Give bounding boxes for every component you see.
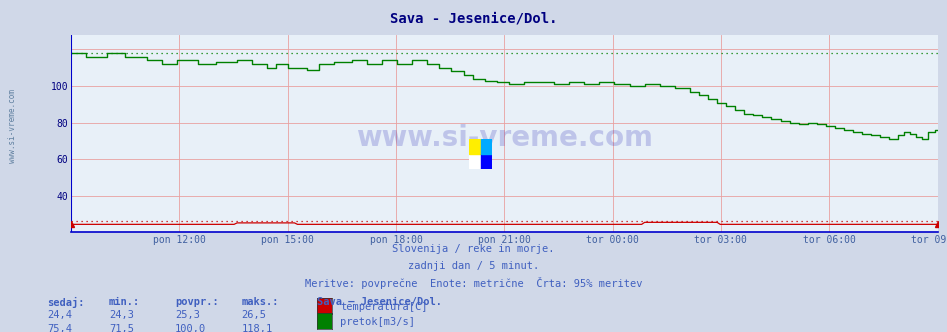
Text: 24,4: 24,4	[47, 310, 72, 320]
Text: sedaj:: sedaj:	[47, 297, 85, 308]
Text: 75,4: 75,4	[47, 324, 72, 332]
Bar	[481, 139, 492, 154]
Text: Sava – Jesenice/Dol.: Sava – Jesenice/Dol.	[317, 297, 442, 307]
Bar	[481, 154, 492, 169]
Text: www.si-vreme.com: www.si-vreme.com	[8, 89, 17, 163]
Text: min.:: min.:	[109, 297, 140, 307]
Text: www.si-vreme.com: www.si-vreme.com	[356, 124, 652, 152]
Text: maks.:: maks.:	[241, 297, 279, 307]
Text: povpr.:: povpr.:	[175, 297, 219, 307]
Text: 100,0: 100,0	[175, 324, 206, 332]
Text: pretok[m3/s]: pretok[m3/s]	[340, 317, 415, 327]
Text: 118,1: 118,1	[241, 324, 273, 332]
Text: zadnji dan / 5 minut.: zadnji dan / 5 minut.	[408, 261, 539, 271]
Text: 26,5: 26,5	[241, 310, 266, 320]
Text: Sava - Jesenice/Dol.: Sava - Jesenice/Dol.	[390, 12, 557, 26]
Text: 24,3: 24,3	[109, 310, 134, 320]
Text: 25,3: 25,3	[175, 310, 200, 320]
Text: Meritve: povprečne  Enote: metrične  Črta: 95% meritev: Meritve: povprečne Enote: metrične Črta:…	[305, 277, 642, 289]
Text: Slovenija / reke in morje.: Slovenija / reke in morje.	[392, 244, 555, 254]
Text: 71,5: 71,5	[109, 324, 134, 332]
Text: temperatura[C]: temperatura[C]	[340, 302, 427, 312]
Bar	[469, 139, 481, 154]
